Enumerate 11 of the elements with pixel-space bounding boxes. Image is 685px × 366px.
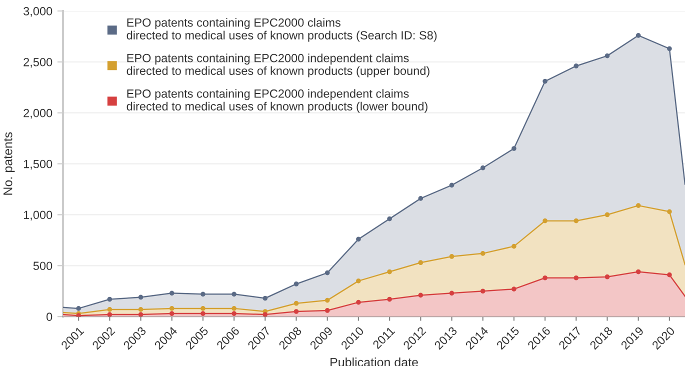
y-tick-label: 0 [46, 312, 52, 321]
y-tick-label: 1,000 [24, 210, 52, 221]
y-tick-label: 3,000 [24, 7, 52, 17]
y-axis-title: No. patents [4, 132, 15, 195]
y-tick-label: 2,000 [24, 108, 52, 119]
y-tick-label: 500 [33, 262, 52, 270]
legend-label: EPO patents containing EPC2000 claims directed to medical uses of known products (Search ID: S8) [126, 18, 437, 42]
y-tick-label: 2,500 [24, 58, 52, 68]
legend-label: EPO patents containing EPC2000 independent claims directed to medical uses of known products (lower bound) [126, 89, 428, 113]
legend-label: EPO patents containing EPC2000 independent claims directed to medical uses of known products (upper bound) [126, 54, 430, 78]
y-tick-label: 1,500 [24, 160, 52, 170]
